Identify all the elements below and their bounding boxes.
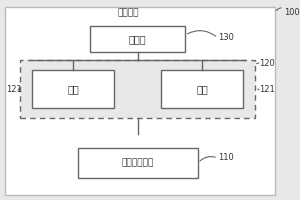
Text: 节点: 节点 <box>196 84 208 94</box>
FancyArrowPatch shape <box>188 31 216 36</box>
Text: 100: 100 <box>284 8 300 17</box>
Text: 130: 130 <box>218 33 234 43</box>
Text: 远程终端单元: 远程终端单元 <box>122 158 154 168</box>
Bar <box>32 70 114 108</box>
FancyArrowPatch shape <box>276 8 281 11</box>
FancyArrowPatch shape <box>200 157 215 161</box>
Bar <box>78 148 198 178</box>
Text: 系统架构: 系统架构 <box>117 8 139 17</box>
Text: 管理域: 管理域 <box>129 34 146 44</box>
FancyArrowPatch shape <box>258 89 259 90</box>
Bar <box>161 70 243 108</box>
FancyArrowPatch shape <box>18 89 20 90</box>
Bar <box>20 60 255 118</box>
Text: 110: 110 <box>218 154 234 162</box>
Text: 节点: 节点 <box>67 84 79 94</box>
Text: 121: 121 <box>6 86 22 95</box>
FancyArrowPatch shape <box>256 63 259 64</box>
Text: 121: 121 <box>259 86 275 95</box>
Text: 120: 120 <box>259 58 275 68</box>
Bar <box>90 26 185 52</box>
